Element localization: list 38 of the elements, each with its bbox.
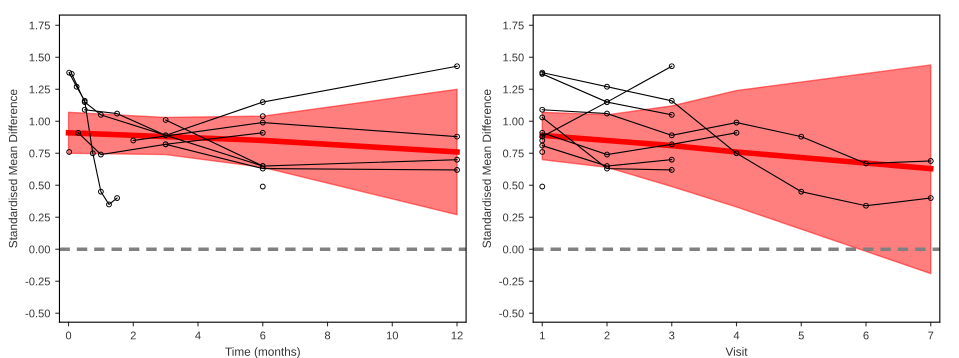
- y-tick-label: 0.50: [29, 182, 50, 190]
- y-tick-label: 0.50: [502, 182, 524, 190]
- x-tick-label: 6: [863, 332, 869, 340]
- x-tick-label: 2: [604, 332, 610, 340]
- y-axis-title: Standardised Mean Difference: [8, 90, 18, 248]
- y-tick-label: -0.25: [26, 278, 50, 286]
- x-tick-label: 8: [324, 332, 330, 340]
- x-tick-label: 10: [386, 332, 398, 340]
- x-tick-label: 2: [130, 332, 136, 340]
- y-tick-label: 0.00: [502, 246, 524, 254]
- y-tick-label: 1.50: [503, 54, 524, 62]
- x-axis-title: Visit: [726, 347, 748, 356]
- x-tick-label: 4: [734, 332, 740, 340]
- y-tick-label: -0.50: [499, 310, 524, 318]
- y-tick-label: -0.50: [26, 310, 50, 318]
- y-tick-label: 1.00: [503, 118, 524, 126]
- y-tick-label: 0.25: [29, 214, 50, 222]
- y-axis-title: Standardised Mean Difference: [482, 90, 491, 248]
- y-tick-label: 0.75: [29, 150, 50, 158]
- y-tick-label: 1.75: [503, 22, 524, 30]
- x-axis-title: Time (months): [225, 347, 300, 358]
- y-tick-label: 1.75: [30, 22, 50, 30]
- y-tick-label: 1.25: [30, 86, 50, 94]
- x-tick-label: 1: [540, 332, 545, 340]
- y-tick-label: 0.00: [29, 246, 50, 254]
- x-tick-label: 3: [669, 332, 674, 340]
- y-tick-label: 1.50: [30, 54, 50, 62]
- x-tick-label: 12: [452, 332, 463, 340]
- y-tick-label: -0.25: [499, 278, 524, 286]
- x-tick-label: 5: [798, 332, 804, 340]
- x-tick-label: 7: [928, 332, 934, 340]
- y-tick-label: 0.25: [502, 214, 524, 222]
- x-tick-label: 6: [260, 332, 266, 340]
- y-tick-label: 1.25: [503, 86, 524, 94]
- y-tick-label: 0.75: [502, 150, 524, 158]
- y-tick-label: 1.00: [30, 118, 50, 126]
- x-tick-label: 0: [66, 332, 72, 340]
- x-tick-label: 4: [195, 332, 201, 340]
